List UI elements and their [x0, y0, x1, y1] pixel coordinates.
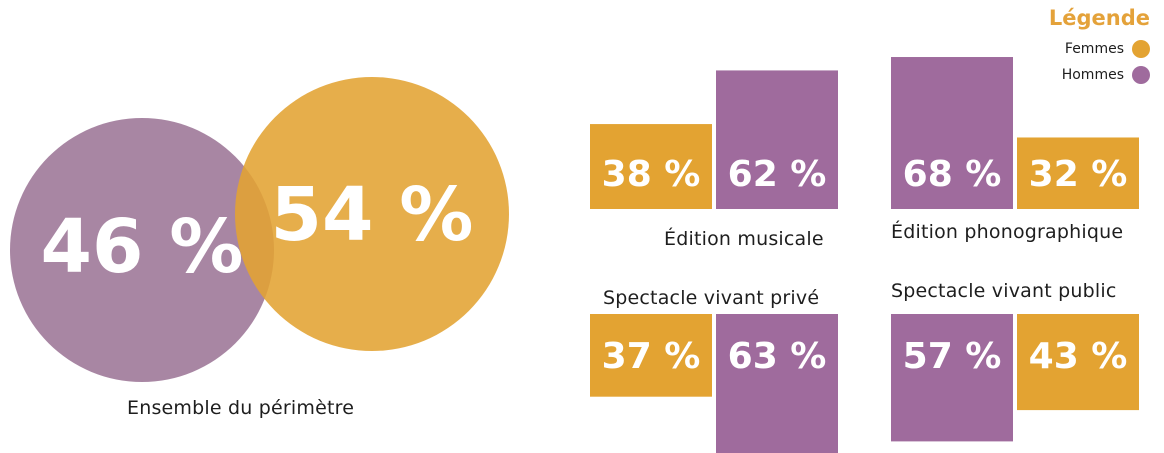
bar-label-edition-phonographique-hommes: 68 %: [903, 154, 1002, 195]
bar-edition-musicale-femmes: [590, 124, 712, 209]
caption-edition-phonographique: Édition phonographique: [891, 221, 1124, 243]
caption-edition-musicale: Édition musicale: [664, 228, 824, 250]
caption-ensemble: Ensemble du périmètre: [127, 397, 355, 419]
bar-label-edition-musicale-femmes: 38 %: [602, 154, 701, 195]
bar-edition-phonographique-hommes: [891, 57, 1013, 209]
bar-label-spectacle-vivant-public-femmes: 43 %: [1029, 336, 1128, 377]
legend-dot-femmes: [1132, 40, 1150, 58]
caption-spectacle-vivant-prive: Spectacle vivant privé: [603, 287, 820, 309]
bar-label-spectacle-vivant-prive-femmes: 37 %: [602, 336, 701, 377]
legend-label-femmes: Femmes: [1064, 41, 1124, 57]
bar-label-spectacle-vivant-prive-hommes: 63 %: [728, 336, 827, 377]
caption-spectacle-vivant-public: Spectacle vivant public: [891, 280, 1117, 302]
bar-edition-musicale-hommes: [716, 70, 838, 210]
venn-circle-hommes: [10, 118, 274, 382]
bar-spectacle-vivant-public-hommes: [891, 314, 1013, 442]
legend-title: Légende: [1048, 6, 1150, 30]
bar-spectacle-vivant-prive-femmes: [590, 314, 712, 397]
legend: Légende Femmes Hommes: [1049, 6, 1150, 88]
legend-label-hommes: Hommes: [1061, 67, 1124, 83]
bar-label-edition-phonographique-femmes: 32 %: [1029, 154, 1128, 195]
bar-label-edition-musicale-hommes: 62 %: [728, 154, 827, 195]
legend-item-femmes: Femmes: [1049, 36, 1150, 62]
bar-edition-phonographique-femmes: [1017, 137, 1139, 209]
venn-value-label-hommes: 46 %: [41, 204, 244, 290]
bar-label-spectacle-vivant-public-hommes: 57 %: [903, 336, 1002, 377]
bar-spectacle-vivant-prive-hommes: [716, 314, 838, 453]
venn-value-label-femmes: 54 %: [271, 172, 474, 258]
legend-dot-hommes: [1132, 66, 1150, 84]
bar-spectacle-vivant-public-femmes: [1017, 314, 1139, 411]
venn-circle-femmes: [235, 77, 509, 351]
legend-item-hommes: Hommes: [1049, 62, 1150, 88]
